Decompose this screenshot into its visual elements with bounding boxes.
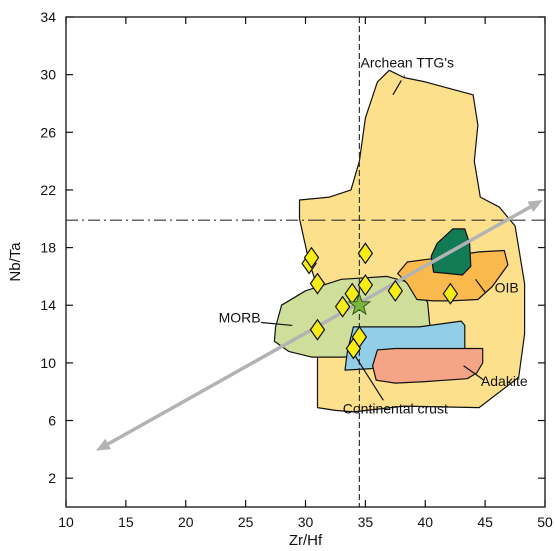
data-point-4 bbox=[309, 318, 326, 341]
region-layer bbox=[273, 69, 526, 413]
average-star-marker bbox=[347, 292, 372, 316]
data-point-2 bbox=[303, 246, 320, 269]
y-tick-label-18: 18 bbox=[40, 240, 56, 256]
x-tick-label-30: 30 bbox=[298, 514, 314, 530]
x-tick-label-20: 20 bbox=[178, 514, 194, 530]
region-label-continental-crust: Continental crust bbox=[343, 400, 448, 416]
label-layer: Zr/Hf Nb/Ta bbox=[7, 242, 323, 549]
data-point-12 bbox=[442, 282, 459, 305]
y-tick-label-30: 30 bbox=[40, 67, 56, 83]
leader-line-adakite bbox=[463, 365, 485, 381]
y-tick-label-6: 6 bbox=[48, 413, 56, 429]
x-tick-label-15: 15 bbox=[118, 514, 134, 530]
data-point-3 bbox=[309, 272, 326, 295]
leader-line-oib bbox=[475, 278, 486, 293]
trend-arrow-head-end bbox=[527, 200, 543, 213]
data-point-10 bbox=[357, 274, 374, 297]
trend-arrow-head-start bbox=[95, 438, 112, 451]
y-tick-label-26: 26 bbox=[40, 124, 56, 140]
x-tick-label-45: 45 bbox=[477, 514, 493, 530]
region-label-layer: Archean TTG's MORB Continental crust OIB Ada… bbox=[219, 54, 528, 416]
region-label-oib: OIB bbox=[495, 279, 519, 295]
x-tick-label-25: 25 bbox=[238, 514, 254, 530]
y-tick-label-2: 2 bbox=[48, 470, 56, 486]
leader-line-morb bbox=[261, 321, 293, 327]
x-tick-label-35: 35 bbox=[358, 514, 374, 530]
y-tick-label-34: 34 bbox=[40, 9, 56, 25]
x-tick-label-50: 50 bbox=[537, 514, 553, 530]
point-layer bbox=[301, 242, 459, 360]
region-label-archean-ttg-s: Archean TTG's bbox=[361, 54, 454, 70]
region-label-adakite: Adakite bbox=[481, 373, 528, 389]
region-adakite bbox=[372, 347, 484, 384]
region-label-morb: MORB bbox=[219, 310, 261, 326]
data-point-5 bbox=[334, 295, 351, 318]
data-point-11 bbox=[387, 279, 404, 302]
data-point-8 bbox=[351, 325, 368, 348]
reference-line-layer bbox=[66, 17, 545, 507]
y-axis-label: Nb/Ta bbox=[7, 242, 24, 282]
x-tick-label-10: 10 bbox=[58, 514, 74, 530]
y-tick-label-22: 22 bbox=[40, 182, 56, 198]
data-point-9 bbox=[357, 242, 374, 265]
leader-line-archean-ttg-s bbox=[392, 80, 402, 96]
x-tick-label-40: 40 bbox=[417, 514, 433, 530]
region-oib bbox=[397, 249, 509, 302]
y-tick-label-10: 10 bbox=[40, 355, 56, 371]
x-axis-label: Zr/Hf bbox=[289, 532, 323, 549]
y-tick-label-14: 14 bbox=[40, 297, 56, 313]
